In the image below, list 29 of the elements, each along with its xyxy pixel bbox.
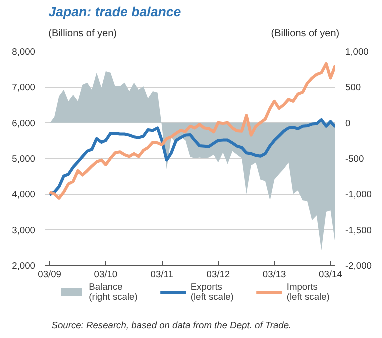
legend-label: Imports (left scale) <box>286 282 330 302</box>
x-tick-label: 03/13 <box>262 270 286 280</box>
x-tick-label: 03/10 <box>94 270 118 280</box>
y2-tick-label: -1,500 <box>346 225 372 236</box>
y-tick-label: 2,000 <box>12 261 36 271</box>
y-tick-label: 3,000 <box>12 225 36 236</box>
y-tick-label: 5,000 <box>12 154 36 164</box>
y-axis-title: (Billions of yen) <box>48 28 117 40</box>
chart-title: Japan: trade balance <box>48 4 182 20</box>
y-tick-label: 6,000 <box>12 118 36 128</box>
y-tick-label: 4,000 <box>12 190 36 200</box>
source-note: Source: Research, based on data from the Dept. of Trade. <box>52 320 292 330</box>
line-series <box>48 62 336 200</box>
y-tick-label: 7,000 <box>12 82 36 93</box>
x-tick-label: 03/12 <box>206 270 230 280</box>
y2-tick-label: -1,000 <box>346 190 372 200</box>
legend-label: Balance (right scale) <box>89 282 138 302</box>
y2-tick-label: 1,000 <box>346 47 369 57</box>
x-tick-label: 03/11 <box>150 270 174 280</box>
x-tick-label: 03/09 <box>38 270 62 280</box>
y2-tick-label: 0 <box>346 118 351 128</box>
x-tick-label: 03/14 <box>319 270 342 280</box>
y2-tick-label: 500 <box>346 82 362 93</box>
y2-tick-label: -500 <box>346 154 364 164</box>
y2-axis-title: (Billions of yen) <box>271 28 340 40</box>
legend-label: Exports (left scale) <box>190 282 234 302</box>
line-series <box>48 118 336 196</box>
y2-tick-label: -2,000 <box>346 261 372 271</box>
y-tick-label: 8,000 <box>12 47 36 57</box>
